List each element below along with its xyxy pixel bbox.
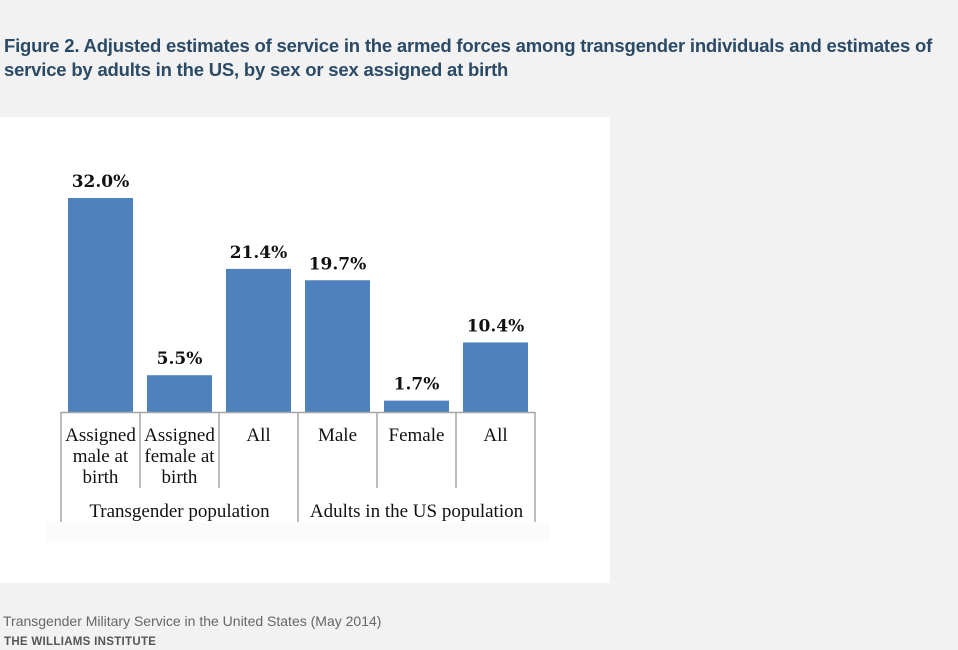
bar	[305, 280, 370, 412]
data-label: 5.5%	[157, 349, 203, 369]
bar	[147, 375, 212, 412]
data-label: 1.7%	[394, 375, 440, 395]
source-citation: Transgender Military Service in the Unit…	[3, 613, 382, 629]
bar	[68, 198, 133, 412]
group-label: Adults in the US population	[310, 501, 524, 522]
data-label: 32.0%	[72, 172, 130, 192]
category-label: All	[246, 425, 270, 446]
category-label: Female	[389, 425, 445, 446]
chart-panel-shadow	[46, 523, 550, 541]
category-label: birth	[162, 467, 198, 488]
bar	[226, 268, 291, 412]
category-label: Assigned	[144, 425, 215, 446]
bar	[384, 400, 449, 412]
bar	[463, 342, 528, 412]
data-label: 21.4%	[230, 243, 288, 263]
category-label: male at	[73, 446, 129, 467]
figure-title: Figure 2. Adjusted estimates of service …	[4, 35, 933, 80]
category-label: Assigned	[65, 425, 136, 446]
category-label: birth	[83, 467, 119, 488]
data-label: 19.7%	[309, 254, 367, 274]
category-label: female at	[144, 446, 215, 467]
data-label: 10.4%	[467, 316, 525, 336]
category-label: All	[483, 425, 507, 446]
category-label: Male	[318, 425, 357, 446]
group-label: Transgender population	[89, 501, 270, 522]
organization-name: THE WILLIAMS INSTITUTE	[4, 636, 157, 648]
